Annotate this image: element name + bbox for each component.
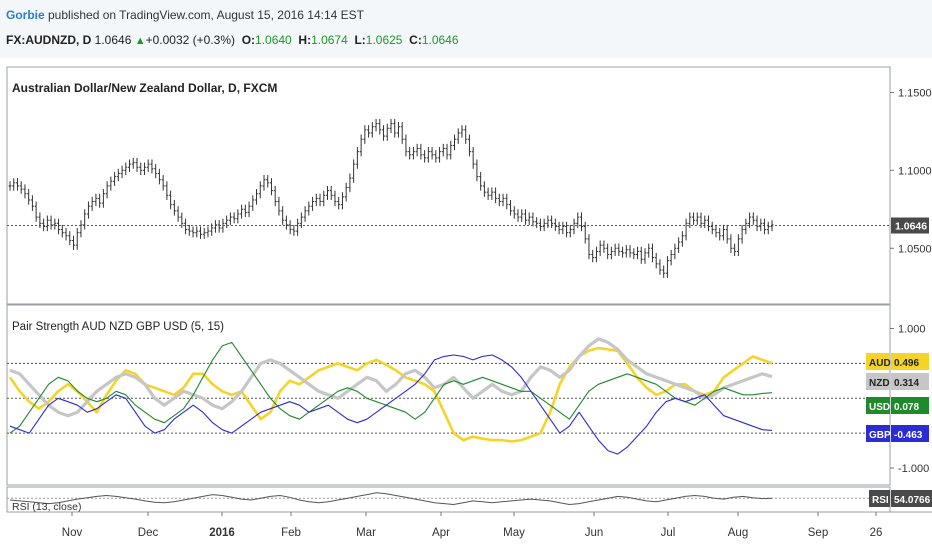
chart-header: Gorbie published on TradingView.com, Aug… [0,0,932,58]
time-tick-label: Feb [281,527,301,539]
strength-tick-label: 1.000 [898,323,926,335]
rsi-line [9,492,773,506]
publish-info: Gorbie published on TradingView.com, Aug… [6,8,364,22]
series-value-label: 0.078 [894,402,919,413]
time-tick-label: Mar [356,527,376,539]
author-link[interactable]: Gorbie [6,8,45,22]
series-value-badge [891,353,929,370]
series-value-badge [891,373,929,390]
series-value-badge [891,425,929,442]
symbol-label[interactable]: FX:AUDNZD, D [6,33,92,47]
last-price-badge [891,217,929,234]
series-name-label: USD [869,402,890,413]
open-value: 1.0640 [255,33,292,47]
series-name-label: GBP [869,430,891,441]
low-value: 1.0625 [365,33,403,47]
rsi-value-label: 54.0766 [894,495,931,506]
series-value-badge [891,397,929,414]
rsi-name-label: RSI [872,495,889,506]
time-tick-label: Apr [432,527,450,539]
series-name-badge [866,425,890,442]
strength-line-gbp [9,354,773,455]
time-tick-label: Jul [661,527,676,539]
up-arrow-icon: ▲ [134,35,146,47]
series-name-badge [866,397,890,414]
close-label: C: [409,33,422,47]
strength-pane-frame [6,304,891,486]
price-tick-label: 1.1500 [898,87,932,99]
quote-line: FX:AUDNZD, D 1.0646 ▲+0.0032 (+0.3%) O:1… [6,33,459,47]
publish-text: published on TradingView.com, August 15,… [44,8,365,22]
time-tick-label: Sep [808,527,828,539]
strength-line-nzd [9,337,773,418]
low-label: L: [354,33,366,47]
series-value-label: 0.314 [894,378,919,389]
time-tick-label: Nov [62,527,83,539]
time-tick-label: May [503,527,525,539]
time-tick-label: Jun [585,527,604,539]
time-tick-label: 2016 [209,527,235,539]
series-value-label: -0.463 [894,430,923,441]
price-pane-title: Australian Dollar/New Zealand Dollar, D,… [12,81,277,95]
last-price-badge-label: 1.0646 [895,221,927,233]
time-tick-label: Aug [728,527,748,539]
price-tick-label: 1.1000 [898,165,932,177]
close-value: 1.0646 [421,33,459,47]
time-tick-label: Dec [138,527,159,539]
price-change: +0.0032 (+0.3%) [145,33,236,47]
series-name-badge [866,373,890,390]
price-pane-frame [6,66,891,305]
rsi-pane-title: RSI (13, close) [12,501,81,513]
rsi-value-badge [891,490,932,507]
price-tick-label: 1.0500 [898,243,932,255]
series-name-label: AUD [869,358,891,369]
time-tick-label: 26 [870,527,883,539]
rsi-name-badge [869,490,890,507]
series-name-badge [866,353,890,370]
strength-line-aud [8,346,773,443]
strength-line-usd [9,341,773,434]
strength-tick-label: -1.000 [898,463,929,475]
open-label: O: [241,33,256,47]
high-value: 1.0674 [311,33,348,47]
strength-pane-title: Pair Strength AUD NZD GBP USD (5, 15) [12,321,224,333]
last-price: 1.0646 [94,33,132,47]
high-label: H: [298,33,312,47]
series-name-label: NZD [869,378,890,389]
series-value-label: 0.496 [894,358,919,369]
